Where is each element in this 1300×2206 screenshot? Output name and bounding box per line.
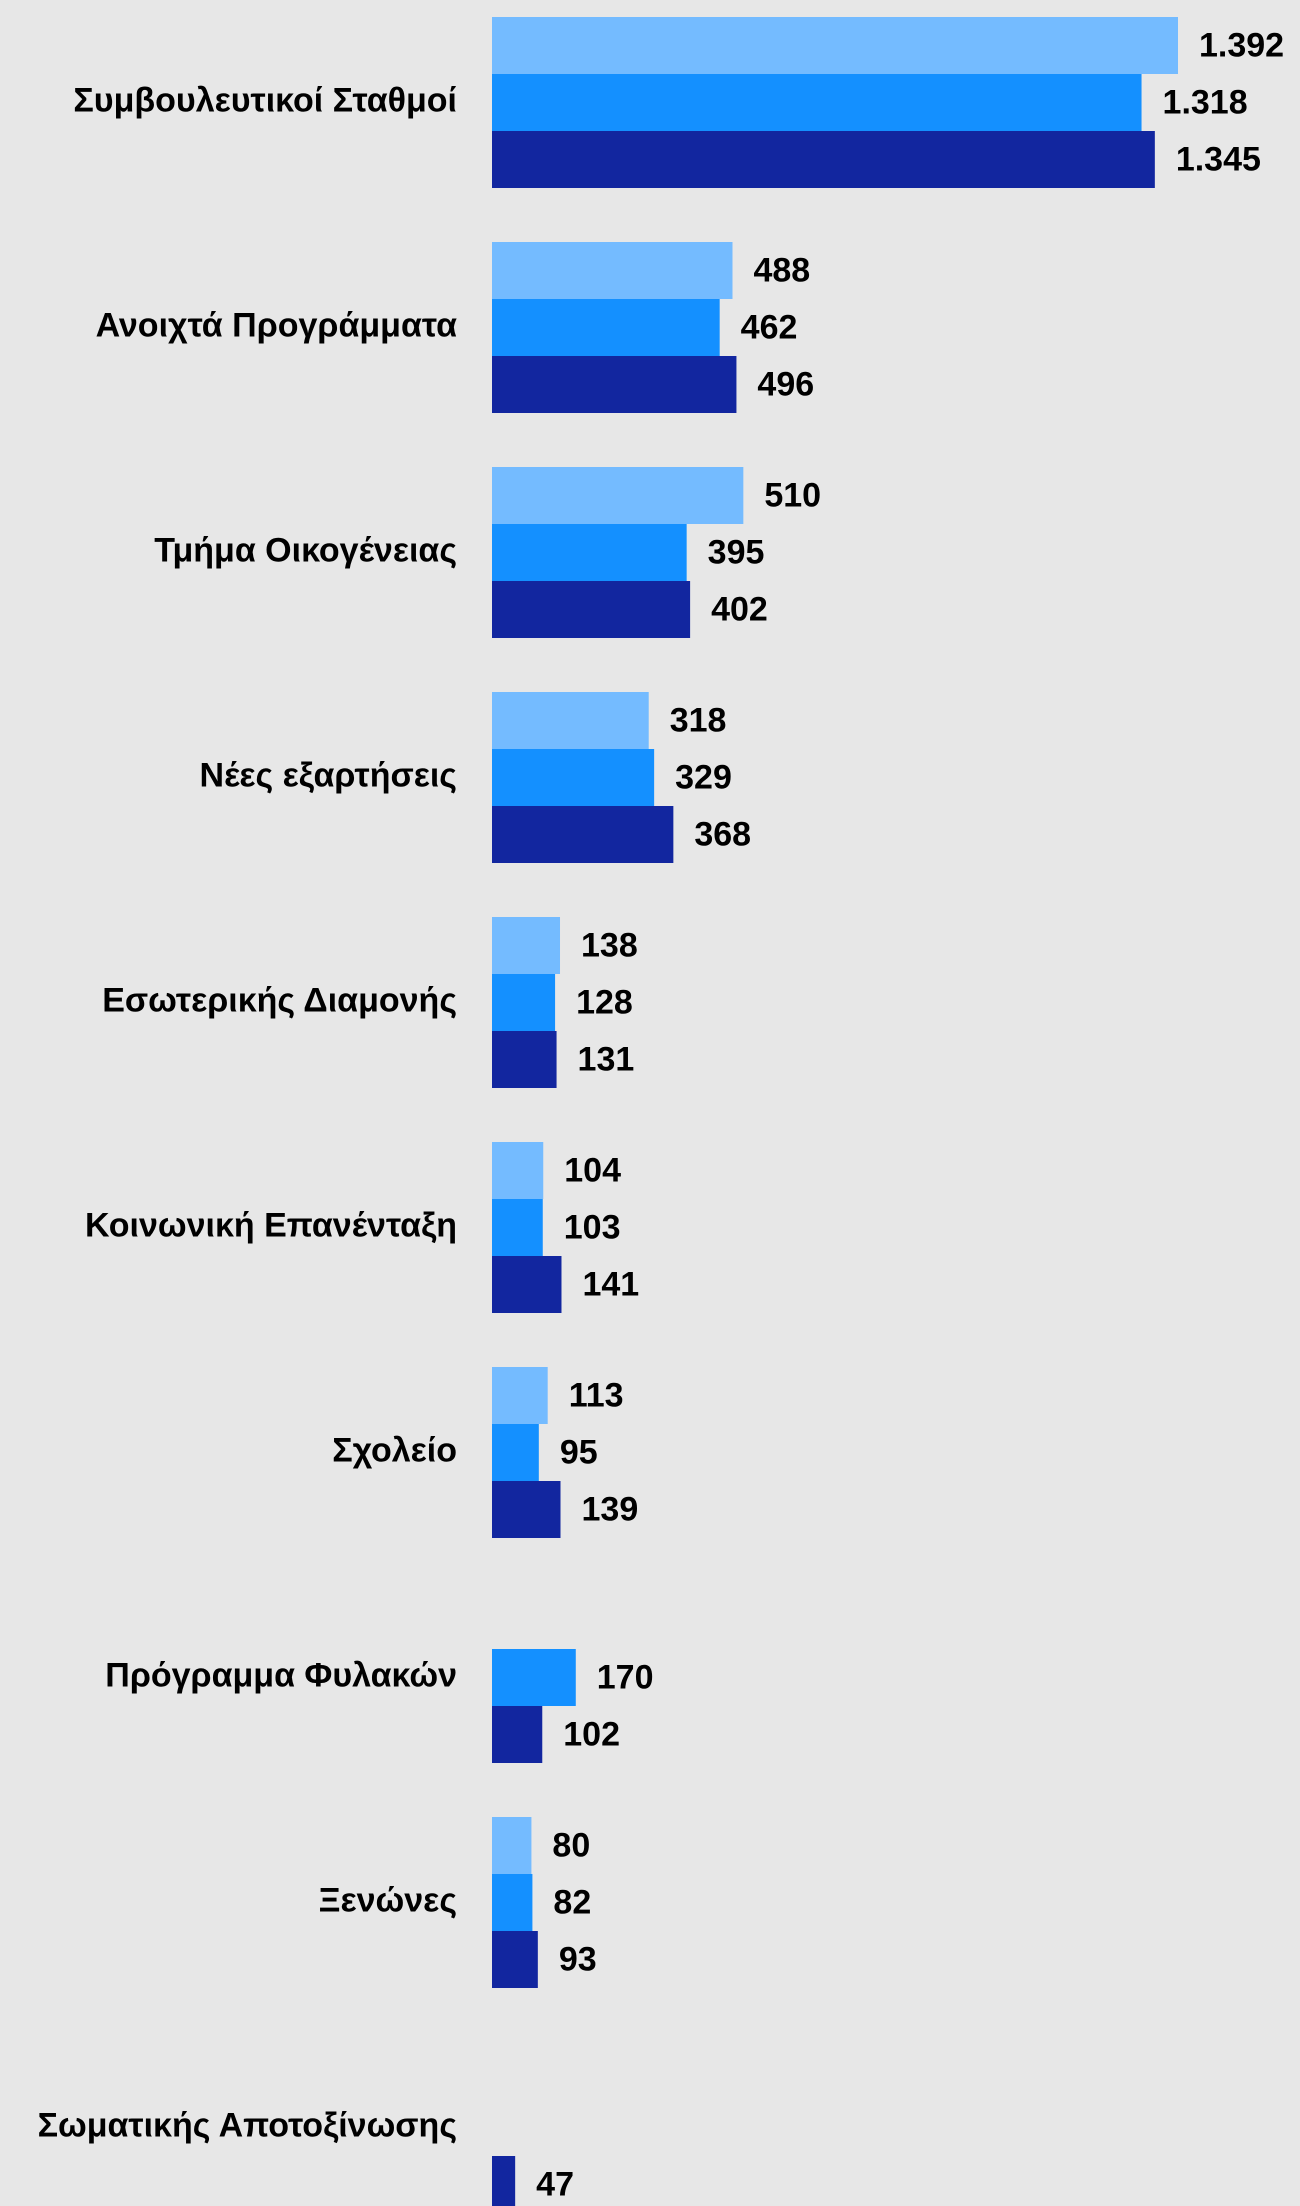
- bar: [492, 917, 561, 974]
- value-label: 402: [711, 590, 768, 628]
- bar: [492, 17, 1178, 74]
- value-label: 138: [581, 926, 638, 964]
- value-label: 139: [582, 1490, 639, 1528]
- category-label: Κοινωνική Επανένταξη: [85, 1206, 457, 1244]
- category-label: Συμβουλευτικοί Σταθμοί: [73, 81, 457, 119]
- value-label: 329: [675, 758, 732, 796]
- category-label: Σχολείο: [332, 1431, 457, 1469]
- bar: [492, 581, 691, 638]
- bar: [492, 1142, 544, 1199]
- value-label: 95: [560, 1433, 598, 1471]
- bar: [492, 1256, 562, 1313]
- category-label: Πρόγραμμα Φυλακών: [105, 1656, 457, 1694]
- bar: [492, 1649, 576, 1706]
- value-label: 1.345: [1176, 140, 1261, 178]
- bar: [492, 1031, 557, 1088]
- value-label: 368: [694, 815, 751, 853]
- value-label: 93: [559, 1940, 597, 1978]
- category-label: Ανοιχτά Προγράμματα: [96, 306, 457, 344]
- value-label: 113: [569, 1376, 624, 1414]
- value-label: 395: [708, 533, 765, 571]
- category-label: Τμήμα Οικογένειας: [154, 531, 457, 569]
- value-label: 318: [670, 701, 727, 739]
- bar: [492, 356, 737, 413]
- bar: [492, 749, 655, 806]
- bar: [492, 1367, 548, 1424]
- bar: [492, 974, 556, 1031]
- value-label: 141: [582, 1265, 639, 1303]
- bar: [492, 299, 720, 356]
- value-label: 510: [764, 476, 821, 514]
- value-label: 47: [536, 2165, 574, 2203]
- value-label: 462: [741, 308, 798, 346]
- value-label: 496: [757, 365, 814, 403]
- category-label: Ξενώνες: [319, 1881, 457, 1919]
- value-label: 102: [563, 1715, 620, 1753]
- bar: [492, 692, 649, 749]
- bar: [492, 1931, 538, 1988]
- value-label: 170: [597, 1658, 654, 1696]
- bar: [492, 242, 733, 299]
- bar: [492, 1706, 543, 1763]
- bar: [492, 131, 1155, 188]
- value-label: 131: [578, 1040, 635, 1078]
- bar: [492, 524, 687, 581]
- value-label: 104: [564, 1151, 621, 1189]
- bar: [492, 1817, 532, 1874]
- bar: [492, 1874, 533, 1931]
- value-label: 488: [753, 251, 810, 289]
- value-label: 80: [552, 1826, 590, 1864]
- category-label: Σωματικής Αποτοξίνωσης: [38, 2106, 457, 2144]
- bar: [492, 2156, 516, 2206]
- value-label: 1.318: [1163, 83, 1248, 121]
- bar: [492, 467, 744, 524]
- bar: [492, 1481, 561, 1538]
- category-label: Εσωτερικής Διαμονής: [102, 981, 457, 1019]
- value-label: 1.392: [1199, 26, 1284, 64]
- bar: [492, 74, 1142, 131]
- value-label: 103: [564, 1208, 621, 1246]
- value-label: 82: [553, 1883, 591, 1921]
- bar: [492, 1424, 539, 1481]
- bar: [492, 1199, 543, 1256]
- value-label: 128: [576, 983, 633, 1021]
- bar: [492, 806, 674, 863]
- category-label: Νέες εξαρτήσεις: [200, 756, 457, 794]
